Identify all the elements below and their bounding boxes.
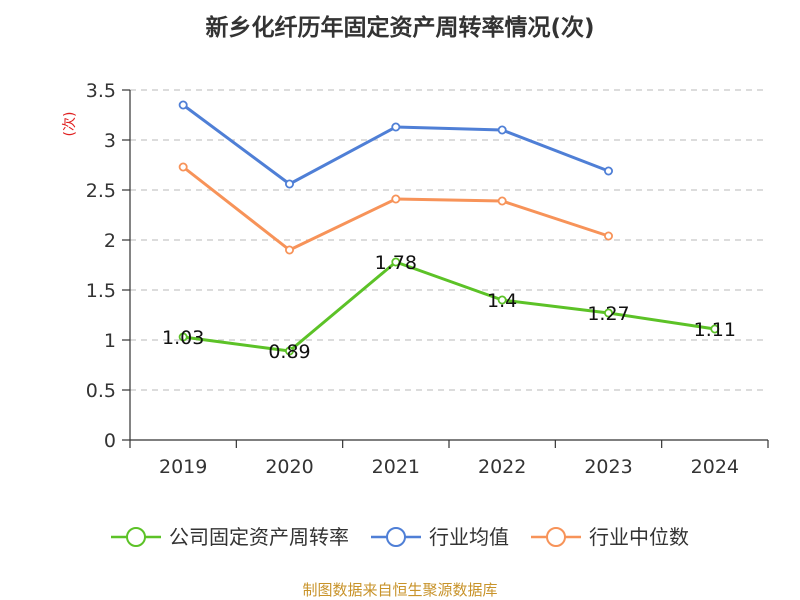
legend-marker	[126, 527, 146, 547]
legend: 公司固定资产周转率 行业均值 行业中位数	[111, 525, 689, 549]
data-point	[604, 231, 614, 241]
data-label: 1.03	[162, 327, 204, 349]
y-tick-label: 1.5	[86, 280, 116, 302]
data-point	[497, 295, 507, 305]
y-axis-label: (次)	[62, 112, 78, 137]
y-tick-label: 2.5	[86, 180, 116, 202]
data-point	[391, 257, 401, 267]
y-tick-label: 0	[104, 430, 116, 452]
data-point	[391, 122, 401, 132]
data-label: 0.89	[268, 341, 310, 363]
data-point	[178, 100, 188, 110]
data-point	[497, 196, 507, 206]
data-point	[284, 346, 294, 356]
x-tick-label: 2022	[478, 456, 526, 478]
x-tick-label: 2023	[584, 456, 632, 478]
y-tick-label: 0.5	[86, 380, 116, 402]
data-label: 1.4	[487, 290, 517, 312]
legend-marker	[386, 527, 406, 547]
legend-label: 公司固定资产周转率	[169, 525, 349, 549]
data-labels: 1.03 0.89 1.78 1.4 1.27 1.11	[162, 252, 736, 363]
data-point	[604, 308, 614, 318]
data-point	[284, 179, 294, 189]
data-point	[391, 194, 401, 204]
x-tick-label: 2021	[372, 456, 420, 478]
data-label: 1.27	[587, 303, 629, 325]
y-tick-label: 1	[104, 330, 116, 352]
y-tick-label: 3	[104, 130, 116, 152]
gridlines	[130, 89, 768, 391]
data-point	[178, 332, 188, 342]
x-tick-label: 2024	[691, 456, 739, 478]
axes: 0 0.5 1 1.5 2 2.5 3 3.5 (次) 2019 2020 2021 2022 2023 2…	[62, 80, 769, 478]
chart-title: 新乡化纤历年固定资产周转率情况(次)	[205, 15, 595, 41]
source-note: 制图数据来自恒生聚源数据库	[302, 581, 498, 599]
x-tick-label: 2020	[265, 456, 313, 478]
data-label: 1.11	[694, 319, 736, 341]
data-label: 1.78	[375, 252, 417, 274]
data-point	[178, 162, 188, 172]
series-lines	[178, 100, 720, 356]
y-tick-label: 3.5	[86, 80, 116, 102]
legend-marker	[546, 527, 566, 547]
data-point	[284, 245, 294, 255]
legend-label: 行业中位数	[589, 525, 689, 549]
data-point	[604, 166, 614, 176]
series-line	[182, 260, 716, 353]
x-tick-label: 2019	[159, 456, 207, 478]
series-line	[182, 103, 610, 186]
series-line	[182, 165, 609, 252]
y-tick-label: 2	[104, 230, 116, 252]
data-point	[710, 324, 720, 334]
legend-label: 行业均值	[429, 525, 509, 549]
data-point	[497, 125, 507, 135]
